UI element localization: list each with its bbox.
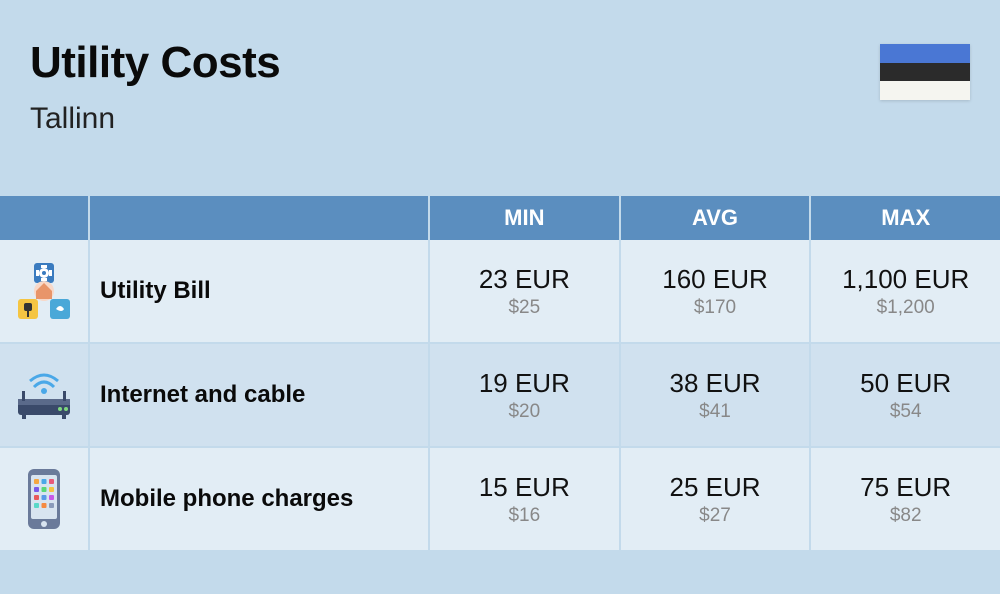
cell-avg: 38 EUR$41 (621, 344, 812, 446)
avg-sub: $41 (699, 401, 731, 423)
utility-icon (12, 259, 76, 323)
cell-max: 50 EUR$54 (811, 344, 1000, 446)
cell-avg: 160 EUR$170 (621, 240, 812, 342)
row-icon-cell (0, 240, 90, 342)
cell-avg: 25 EUR$27 (621, 448, 812, 550)
min-sub: $20 (508, 401, 540, 423)
max-sub: $1,200 (877, 297, 935, 319)
avg-value: 25 EUR (669, 472, 760, 503)
avg-value: 160 EUR (662, 264, 768, 295)
flag-icon (880, 44, 970, 100)
min-sub: $25 (508, 297, 540, 319)
table-row: Mobile phone charges15 EUR$1625 EUR$2775… (0, 448, 1000, 552)
row-icon-cell (0, 344, 90, 446)
th-avg: AVG (621, 196, 812, 240)
th-empty-icon (0, 196, 90, 240)
cell-max: 1,100 EUR$1,200 (811, 240, 1000, 342)
min-value: 19 EUR (479, 368, 570, 399)
cell-min: 15 EUR$16 (430, 448, 621, 550)
max-sub: $54 (890, 401, 922, 423)
flag-stripe-mid (880, 63, 970, 82)
max-value: 50 EUR (860, 368, 951, 399)
avg-sub: $27 (699, 505, 731, 527)
page-subtitle: Tallinn (30, 102, 280, 136)
avg-sub: $170 (694, 297, 736, 319)
th-empty-label (90, 196, 430, 240)
max-value: 75 EUR (860, 472, 951, 503)
row-label: Internet and cable (90, 344, 430, 446)
max-value: 1,100 EUR (842, 264, 969, 295)
row-icon-cell (0, 448, 90, 550)
min-value: 15 EUR (479, 472, 570, 503)
table-row: Utility Bill23 EUR$25160 EUR$1701,100 EU… (0, 240, 1000, 344)
th-min: MIN (430, 196, 621, 240)
cell-max: 75 EUR$82 (811, 448, 1000, 550)
row-label: Mobile phone charges (90, 448, 430, 550)
header: Utility Costs Tallinn (0, 0, 1000, 166)
avg-value: 38 EUR (669, 368, 760, 399)
min-sub: $16 (508, 505, 540, 527)
min-value: 23 EUR (479, 264, 570, 295)
cell-min: 19 EUR$20 (430, 344, 621, 446)
table-body: Utility Bill23 EUR$25160 EUR$1701,100 EU… (0, 240, 1000, 552)
th-max: MAX (811, 196, 1000, 240)
row-label: Utility Bill (90, 240, 430, 342)
max-sub: $82 (890, 505, 922, 527)
table-row: Internet and cable19 EUR$2038 EUR$4150 E… (0, 344, 1000, 448)
cell-min: 23 EUR$25 (430, 240, 621, 342)
flag-stripe-bot (880, 81, 970, 100)
flag-stripe-top (880, 44, 970, 63)
page-title: Utility Costs (30, 38, 280, 88)
title-block: Utility Costs Tallinn (30, 38, 280, 136)
phone-icon (12, 467, 76, 531)
router-icon (12, 363, 76, 427)
cost-table: MIN AVG MAX Utility Bill23 EUR$25160 EUR… (0, 196, 1000, 552)
table-header: MIN AVG MAX (0, 196, 1000, 240)
